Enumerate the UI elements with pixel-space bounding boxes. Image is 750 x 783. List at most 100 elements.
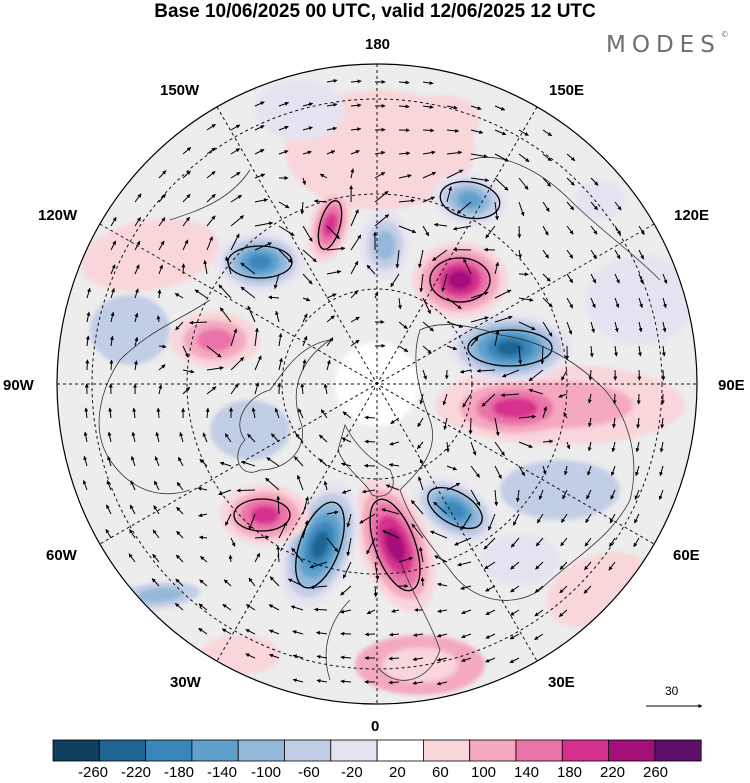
lon-label-120e: 120E [674,207,710,224]
wind-vector [318,458,328,467]
wind-vector [390,273,400,288]
wind-vector [293,456,304,467]
wind-vector [412,681,424,686]
wind-vector [494,465,502,480]
wind-vector [485,585,496,592]
wind-vector [470,291,489,299]
wind-vector [611,441,616,453]
wind-vector [110,240,117,251]
wind-vector [269,653,280,659]
wind-vector [302,520,309,539]
wind-vector [198,627,208,635]
wind-vector [410,499,424,515]
wind-vector [542,249,550,259]
wind-vector [446,105,458,110]
wind-vector [248,513,256,531]
wind-vector [566,177,575,186]
wind-vector [350,209,359,227]
wind-vector [462,393,472,408]
wind-vector [254,198,268,203]
wind-vector [176,481,184,491]
wind-vector [254,382,260,395]
wind-vector [158,364,166,371]
wind-vector [230,124,241,131]
wind-vector [134,217,142,227]
wind-vector [206,193,216,203]
wind-vector [637,369,642,381]
wind-vector [340,655,352,660]
wind-vector [350,234,362,251]
wind-vector [614,249,621,260]
wind-vector [412,657,424,662]
wind-vector [254,173,266,179]
wind-vector [461,609,472,615]
wind-vector [341,437,352,443]
wind-vector [558,393,568,398]
wind-vector [175,578,184,587]
height-contour [439,180,501,220]
wind-vector [494,289,512,299]
wind-vector [494,441,505,456]
wind-vector [661,345,666,357]
wind-vector [542,406,548,419]
wind-vector [84,407,89,419]
wind-vector [417,441,424,450]
wind-vector [566,441,571,450]
wind-vector [278,201,290,209]
wind-vector [156,407,161,419]
wind-vector [326,293,337,299]
wind-vector [151,578,160,587]
colorbar-swatch [237,739,285,762]
wind-vector [230,356,245,371]
anomaly-shading [215,232,305,292]
wind-vector [456,201,472,214]
wind-vector [326,510,339,515]
colorbar-swatch [515,739,563,762]
wind-vector [129,529,136,539]
wind-vector [230,171,241,179]
wind-vector [278,150,289,155]
wind-vector [110,311,115,323]
wind-vector [540,345,545,365]
wind-vector [290,605,304,611]
anomaly-shading [210,400,290,460]
wind-vector [584,561,592,571]
wind-vector [364,632,376,637]
wind-vector [422,196,435,203]
wind-vector [436,657,448,662]
lon-label-30e: 30E [548,674,575,691]
wind-vector [422,225,430,237]
lon-label-60w: 60W [46,547,77,564]
wind-vector [276,495,281,515]
wind-vector [518,441,533,448]
wind-vector [341,462,352,467]
wind-vector [662,297,667,309]
wind-vector [634,513,640,524]
wind-vector [154,456,160,467]
wind-vector [206,236,213,251]
wind-vector [110,216,117,227]
wind-vector [659,465,664,477]
anomaly-shading [480,535,560,585]
wind-vector [614,201,622,211]
wind-vector [350,79,362,84]
height-contour [295,501,345,589]
colorbar-tick: -140 [207,764,238,781]
wind-vector [241,460,256,467]
wind-vector [219,307,232,323]
colorbar-tick: 180 [557,764,583,781]
wind-vector [395,249,400,269]
wind-vector [205,407,210,419]
modes-logo: MODES© [606,30,729,58]
wind-vector [359,513,376,524]
wind-vector [177,456,184,467]
wind-vector [558,609,568,617]
wind-vector [182,345,189,358]
wind-vector [391,609,400,613]
wind-vector [350,127,362,132]
wind-vector [298,408,304,419]
wind-vector [254,552,261,563]
wind-vector [129,504,136,515]
wind-vector [494,329,500,347]
wind-vector [82,480,88,491]
